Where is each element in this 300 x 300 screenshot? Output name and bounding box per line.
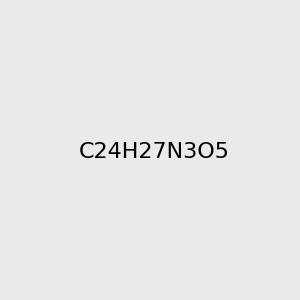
Text: C24H27N3O5: C24H27N3O5: [78, 142, 229, 161]
